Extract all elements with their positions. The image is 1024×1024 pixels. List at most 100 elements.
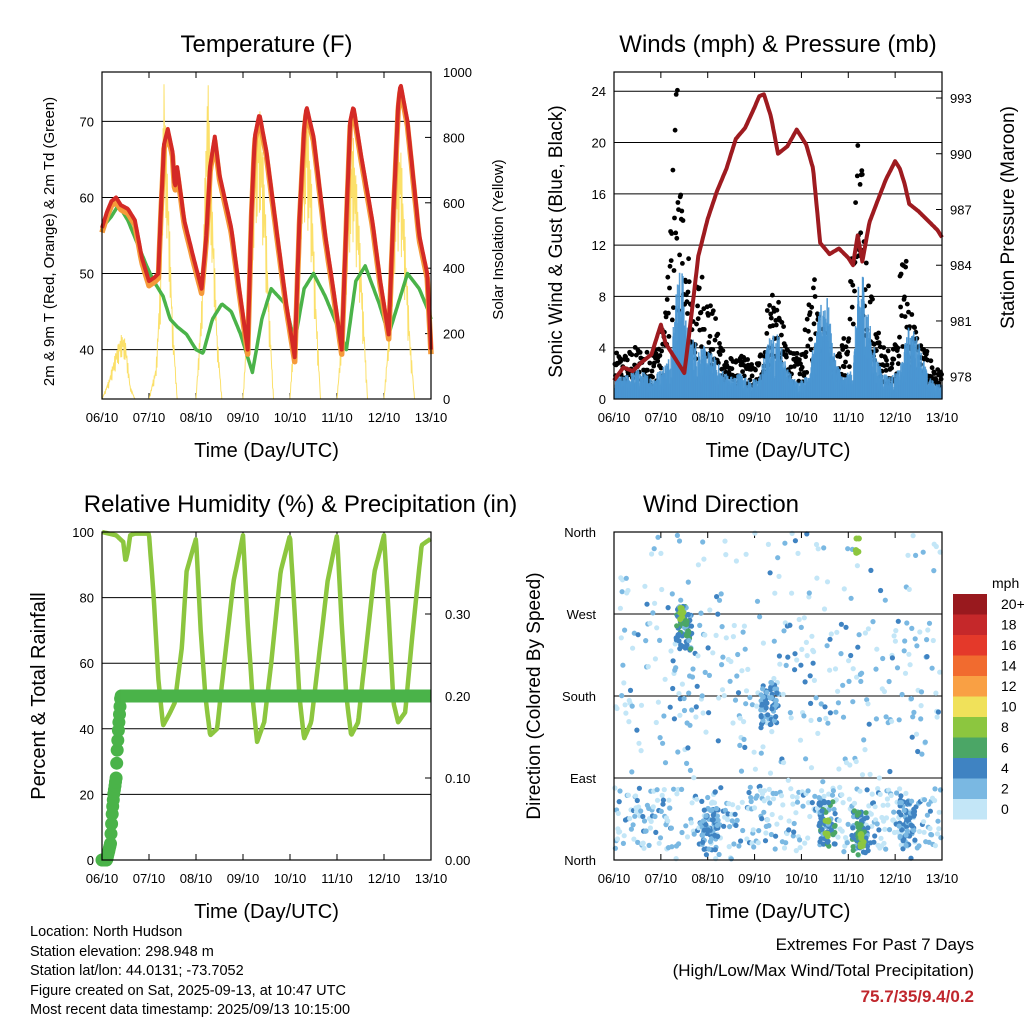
direction-point [837,784,843,791]
legend-label: 8 [1001,719,1009,735]
direction-point [695,562,702,568]
direction-point [790,833,796,839]
panel-title: Wind Direction [643,491,799,518]
direction-point [900,838,906,844]
legend-swatch [953,696,987,717]
direction-point [738,838,744,844]
direction-point [858,678,864,685]
gust-point [764,308,770,313]
direction-point [716,597,723,603]
direction-point [835,688,841,694]
legend-label: 14 [1001,658,1017,674]
direction-point [643,828,649,834]
gust-point [929,365,935,371]
direction-point [735,651,741,658]
direction-point [896,717,902,723]
direction-point [897,786,903,792]
direction-point [703,813,709,819]
direction-point [755,840,761,846]
direction-point [740,629,746,635]
direction-point [854,563,861,569]
direction-point [670,658,676,664]
direction-point [828,631,834,637]
gust-point [803,349,809,355]
direction-point-strong [853,547,860,554]
gust-point [883,368,889,373]
direction-point [878,835,884,841]
direction-point [701,807,707,813]
direction-point [619,589,625,595]
direction-point [918,689,925,695]
direction-point [823,715,829,722]
rainfall-point [105,817,119,831]
direction-point [636,785,643,791]
direction-point [798,662,804,668]
legend-swatch [953,758,987,779]
gust-point [881,345,887,350]
direction-point [768,831,775,838]
gust-point [717,341,722,346]
direction-point [788,786,794,792]
direction-point [875,786,881,792]
gust-point [647,360,653,366]
direction-point [801,615,807,621]
y-tick-label: 12 [592,238,606,253]
direction-point [660,801,666,807]
direction-point [752,766,759,772]
gust-point [812,277,817,283]
direction-point [845,821,851,827]
direction-point [707,607,713,613]
y-tick-label: North [564,525,596,540]
direction-point [762,700,768,706]
direction-point [776,573,782,580]
station-pressure-line [612,92,944,382]
gust-point [841,336,847,341]
legend-label: 18 [1001,617,1017,633]
y-tick-label: North [564,853,596,868]
direction-point [660,740,666,746]
direction-point [893,628,899,634]
direction-point [841,586,847,592]
direction-point [616,799,622,805]
direction-point [810,660,816,666]
direction-point [748,798,754,805]
y-tick-label: 0 [87,853,94,868]
gust-point [706,340,712,345]
direction-point [672,641,678,647]
direction-point [730,634,737,640]
x-tick-label: 11/10 [321,871,353,886]
direction-point [638,748,644,754]
gust-point [699,274,705,280]
gust-point [779,320,785,325]
direction-point [634,797,640,804]
gust-point [670,167,676,173]
direction-point [916,828,923,835]
direction-point [904,817,910,823]
gust-point [729,366,735,372]
figure-created: Figure created on Sat, 2025-09-13, at 10… [30,982,346,999]
direction-point [825,838,831,844]
gust-point [768,311,774,317]
direction-point [737,742,743,749]
direction-point [929,832,935,838]
direction-point [926,620,933,626]
direction-point [727,678,733,684]
direction-point [808,700,814,707]
gust-point [756,361,762,366]
plot-frame [613,71,943,400]
direction-point [929,665,935,671]
gust-point [855,143,861,148]
direction-point [823,809,829,815]
direction-point [756,828,762,834]
gust-point [680,261,685,266]
direction-point [676,691,682,697]
gust-point [653,351,659,356]
direction-point [662,760,669,766]
gust-point [797,357,802,362]
direction-point [805,800,812,806]
direction-point [883,815,890,821]
direction-point [655,699,662,705]
gust-point [710,308,716,314]
gust-point [928,358,934,364]
direction-point [840,714,847,720]
